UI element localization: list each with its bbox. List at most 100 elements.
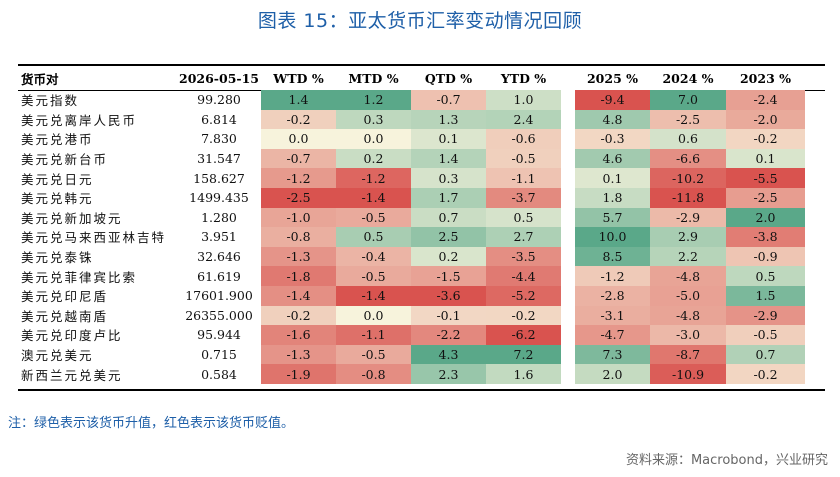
header-mtd: MTD % xyxy=(348,71,399,86)
change-cell: -9.4 xyxy=(575,90,650,110)
column-gap xyxy=(561,90,575,110)
change-cell: -2.0 xyxy=(726,109,805,130)
change-cell: 2.4 xyxy=(486,109,561,130)
figure-title: 图表 15：亚太货币汇率变动情况回顾 xyxy=(257,10,583,32)
spot-rate: 3.951 xyxy=(201,229,237,245)
change-cell: 1.6 xyxy=(486,364,561,384)
column-gap xyxy=(561,246,575,267)
change-cell: -3.6 xyxy=(411,285,486,306)
spot-rate: 1499.435 xyxy=(189,190,249,206)
column-gap xyxy=(561,285,575,306)
change-cell: 1.7 xyxy=(411,187,486,208)
change-cell: 7.2 xyxy=(486,344,561,365)
table-row: 美元兑越南盾 26355.000 -0.2 0.0 -0.1 -0.2 -3.1 -4.8 -2… xyxy=(18,305,805,326)
change-cell: -6.2 xyxy=(486,325,561,345)
change-cell: -1.3 xyxy=(261,344,336,365)
change-cell: 0.2 xyxy=(411,246,486,267)
change-cell: -0.7 xyxy=(261,148,336,169)
change-cell: 0.1 xyxy=(726,148,805,169)
spot-rate: 7.830 xyxy=(201,131,237,147)
change-cell: -0.5 xyxy=(486,148,561,169)
column-gap xyxy=(561,266,575,286)
header-wtd: WTD % xyxy=(273,71,324,86)
change-cell: -1.9 xyxy=(261,364,336,384)
change-cell: 1.8 xyxy=(575,187,650,208)
change-cell: 10.0 xyxy=(575,227,650,247)
spot-rate: 17601.900 xyxy=(185,288,253,304)
change-cell: 1.4 xyxy=(261,90,336,110)
change-cell: 7.3 xyxy=(575,344,650,365)
table-row: 新西兰元兑美元 0.584 -1.9 -0.8 2.3 1.6 2.0 -10.9 -0.2 xyxy=(18,364,805,384)
column-gap xyxy=(561,207,575,228)
change-cell: -0.2 xyxy=(486,305,561,326)
change-cell: -0.5 xyxy=(336,266,411,286)
change-cell: 0.2 xyxy=(336,148,411,169)
currency-pair-name: 美元兑新台币 xyxy=(21,152,109,168)
change-cell: 0.1 xyxy=(575,168,650,188)
change-cell: -2.5 xyxy=(726,187,805,208)
change-cell: 0.6 xyxy=(650,129,726,149)
change-cell: -1.1 xyxy=(336,325,411,345)
change-cell: -0.1 xyxy=(411,305,486,326)
change-cell: -2.5 xyxy=(650,109,726,130)
spot-rate: 0.584 xyxy=(201,366,237,382)
change-cell: -0.5 xyxy=(336,344,411,365)
change-cell: -1.2 xyxy=(261,168,336,188)
table-row: 美元指数 99.280 1.4 1.2 -0.7 1.0 -9.4 7.0 -2.4 xyxy=(18,90,805,110)
column-gap xyxy=(561,148,575,169)
column-gap xyxy=(561,305,575,326)
change-cell: 0.5 xyxy=(486,207,561,228)
change-cell: -2.9 xyxy=(650,207,726,228)
currency-pair-name: 美元指数 xyxy=(21,93,80,109)
change-cell: 2.9 xyxy=(650,227,726,247)
change-cell: -6.6 xyxy=(650,148,726,169)
change-cell: -3.0 xyxy=(650,325,726,345)
change-cell: -0.5 xyxy=(336,207,411,228)
change-cell: -3.7 xyxy=(486,187,561,208)
header-2025: 2025 % xyxy=(586,71,639,86)
spot-rate: 32.646 xyxy=(197,249,241,265)
change-cell: 1.5 xyxy=(726,285,805,306)
table-row: 美元兑新台币 31.547 -0.7 0.2 1.4 -0.5 4.6 -6.6 0.1 xyxy=(18,148,805,169)
currency-pair-name: 新西兰元兑美元 xyxy=(21,367,123,383)
change-cell: -1.2 xyxy=(575,266,650,286)
spot-rate: 158.627 xyxy=(193,170,245,186)
change-cell: -1.4 xyxy=(336,187,411,208)
currency-pair-name: 美元兑港币 xyxy=(21,132,94,148)
change-cell: -0.8 xyxy=(336,364,411,384)
table-row: 美元兑韩元 1499.435 -2.5 -1.4 1.7 -3.7 1.8 -11.8 -2.5 xyxy=(18,187,805,208)
table-row: 美元兑泰铢 32.646 -1.3 -0.4 0.2 -3.5 8.5 2.2 -0.9 xyxy=(18,246,805,267)
change-cell: 0.3 xyxy=(336,109,411,130)
change-cell: 0.3 xyxy=(411,168,486,188)
change-cell: -1.5 xyxy=(411,266,486,286)
header-ytd: YTD % xyxy=(500,71,547,86)
change-cell: -3.5 xyxy=(486,246,561,267)
change-cell: 7.0 xyxy=(650,90,726,110)
change-cell: -1.4 xyxy=(261,285,336,306)
change-cell: 2.5 xyxy=(411,227,486,247)
currency-pair-name: 美元兑马来西亚林吉特 xyxy=(21,230,167,246)
change-cell: -2.5 xyxy=(261,187,336,208)
column-gap xyxy=(561,129,575,149)
column-gap xyxy=(561,168,575,188)
table-row: 美元兑马来西亚林吉特 3.951 -0.8 0.5 2.5 2.7 10.0 2.9 -3.8 xyxy=(18,227,805,247)
header-spot-date: 2026-05-15 xyxy=(179,71,259,86)
change-cell: -2.2 xyxy=(411,325,486,345)
change-cell: -0.6 xyxy=(486,129,561,149)
source-line: 资料来源：Macrobond，兴业研究 xyxy=(625,453,828,468)
column-gap xyxy=(561,227,575,247)
change-cell: -4.4 xyxy=(486,266,561,286)
spot-rate: 95.944 xyxy=(197,327,241,343)
currency-pair-name: 美元兑印尼盾 xyxy=(21,289,109,305)
change-cell: -5.0 xyxy=(650,285,726,306)
change-cell: -1.6 xyxy=(261,325,336,345)
currency-pair-name: 美元兑菲律宾比索 xyxy=(21,269,138,285)
currency-pair-name: 美元兑离岸人民币 xyxy=(21,112,138,128)
currency-pair-name: 澳元兑美元 xyxy=(21,348,94,364)
currency-pair-name: 美元兑印度卢比 xyxy=(21,328,123,344)
change-cell: 0.7 xyxy=(411,207,486,228)
change-cell: -2.9 xyxy=(726,305,805,326)
currency-pair-name: 美元兑越南盾 xyxy=(21,308,109,324)
table-row: 美元兑印尼盾 17601.900 -1.4 -1.4 -3.6 -5.2 -2.8 -5.0 1… xyxy=(18,285,805,306)
column-gap xyxy=(561,187,575,208)
